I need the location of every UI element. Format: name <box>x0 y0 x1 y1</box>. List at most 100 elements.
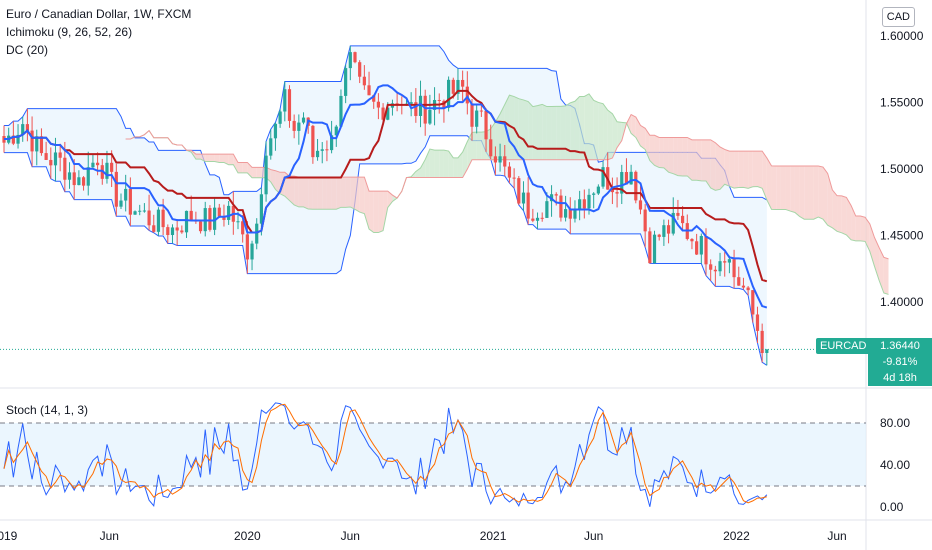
candle-body <box>718 261 722 272</box>
candle-body <box>241 221 245 235</box>
cloud-segment <box>626 114 632 134</box>
cloud-segment <box>720 146 725 190</box>
candle-body <box>110 162 114 172</box>
cloud-segment <box>504 95 510 160</box>
candle-body <box>297 122 301 131</box>
candle-body <box>198 221 203 232</box>
candle-body <box>737 277 741 286</box>
cloud-segment <box>668 137 674 174</box>
cloud-segment <box>429 149 435 178</box>
cloud-segment <box>448 151 454 178</box>
cloud-segment <box>766 157 772 210</box>
candle-body <box>16 134 20 144</box>
candle-body <box>671 212 675 234</box>
candle-body <box>330 135 334 151</box>
cloud-segment <box>378 191 384 233</box>
candle-body <box>521 192 526 204</box>
candle-body <box>657 234 661 237</box>
cloud-segment <box>415 168 421 178</box>
candle-body <box>358 62 362 77</box>
cloud-segment <box>612 113 618 159</box>
cloud-segment <box>701 139 706 182</box>
candle-body <box>638 200 643 210</box>
cloud-segment <box>832 189 838 232</box>
cloud-segment <box>776 165 781 210</box>
candle-body <box>119 200 123 207</box>
candle-body <box>545 201 549 218</box>
cloud-segment <box>794 165 800 217</box>
cloud-segment <box>757 151 763 189</box>
candle-body <box>559 195 563 218</box>
cloud-segment <box>209 154 215 162</box>
candle-body <box>287 89 292 121</box>
candle-body <box>58 152 62 158</box>
candle-body <box>414 102 418 116</box>
candle-body <box>540 217 544 219</box>
cloud-segment <box>326 177 332 210</box>
cloud-segment <box>284 172 290 201</box>
time-tick-label: 2019 <box>0 529 18 543</box>
candle-body <box>264 155 268 195</box>
cloud-segment <box>771 165 777 210</box>
symbol-badge: EURCAD <box>816 338 871 354</box>
candle-body <box>624 172 629 185</box>
candle-body <box>344 68 348 96</box>
cloud-segment <box>322 177 327 210</box>
cloud-segment <box>738 151 744 188</box>
candle-body <box>470 103 474 127</box>
candle-body <box>96 162 100 166</box>
candle-body <box>91 162 95 168</box>
candle-body <box>699 235 703 255</box>
cloud-segment <box>659 137 664 168</box>
candle-body <box>451 79 455 94</box>
candle-body <box>662 225 666 237</box>
time-tick-label: Jun <box>341 529 360 543</box>
cloud-segment <box>434 150 440 178</box>
candle-body <box>648 231 652 264</box>
cloud-segment <box>289 176 295 205</box>
cloud-segment <box>355 177 360 213</box>
stoch-legend[interactable]: Stoch (14, 1, 3) <box>6 403 89 417</box>
cloud-segment <box>640 125 646 150</box>
price-tick-label: 1.45000 <box>880 229 924 243</box>
candle-body <box>273 123 278 139</box>
candle-body <box>615 192 619 194</box>
cloud-segment <box>860 216 866 242</box>
cloud-segment <box>312 177 318 210</box>
price-tick-label: 1.60000 <box>880 29 924 43</box>
cloud-segment <box>373 191 379 233</box>
candle-body <box>250 243 254 260</box>
cloud-segment <box>654 135 660 168</box>
candle-body <box>456 79 460 94</box>
candle-body <box>517 178 521 204</box>
cloud-segment <box>706 139 711 188</box>
cloud-segment <box>631 114 636 138</box>
cloud-segment <box>682 137 688 176</box>
candle-body <box>465 86 469 104</box>
candle-body <box>227 205 231 220</box>
tenkan-sen <box>4 84 768 309</box>
candle-body <box>283 89 287 112</box>
candle-body <box>11 135 15 144</box>
candle-body <box>21 124 25 135</box>
ichimoku-legend[interactable]: Ichimoku (9, 26, 52, 26) <box>6 25 133 39</box>
cloud-segment <box>523 99 529 160</box>
cloud-segment <box>607 110 613 160</box>
currency-button[interactable]: CAD <box>881 7 915 27</box>
cloud-segment <box>551 106 557 160</box>
cloud-segment <box>275 170 281 194</box>
donchian-legend[interactable]: DC (20) <box>6 43 49 57</box>
cloud-segment <box>500 104 505 160</box>
candle-body <box>77 177 81 186</box>
cloud-segment <box>593 100 599 160</box>
donchian-lower <box>4 135 768 366</box>
cloud-segment <box>734 151 739 189</box>
candle-body <box>498 156 502 163</box>
cloud-segment <box>336 177 341 210</box>
cloud-segment <box>238 162 243 173</box>
cloud-segment <box>677 137 683 176</box>
cloud-segment <box>537 104 543 160</box>
candle-body <box>409 102 413 104</box>
stoch-tick-label: 80.00 <box>880 416 910 430</box>
